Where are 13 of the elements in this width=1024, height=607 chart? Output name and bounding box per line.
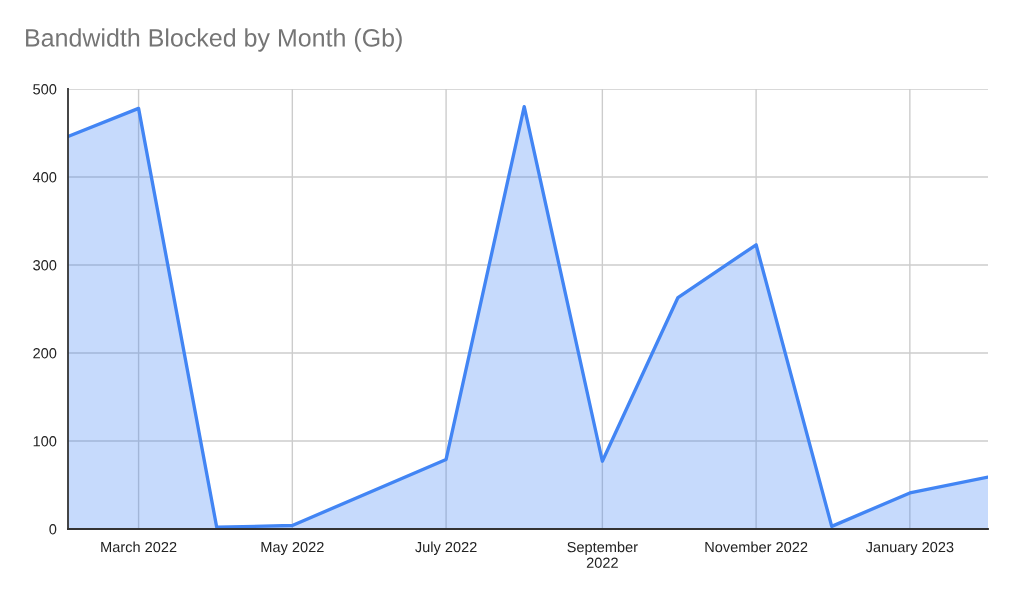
x-tick-label: January 2023: [865, 541, 954, 556]
y-tick-label: 0: [49, 524, 57, 535]
y-tick-label: 500: [33, 84, 57, 95]
y-tick-label: 100: [33, 436, 57, 447]
x-tick-label: May 2022: [261, 541, 324, 556]
y-tick-label: 300: [33, 260, 57, 271]
x-tick-label: November 2022: [705, 541, 808, 553]
chart-title: Bandwidth Blocked by Month (Gb): [26, 28, 402, 52]
y-tick-label: 400: [32, 172, 57, 183]
x-tick-label: September 2022: [567, 541, 638, 568]
x-tick-label: March 2022: [101, 541, 177, 553]
y-tick-label: 200: [33, 348, 57, 359]
x-tick-label: July 2022: [415, 541, 477, 556]
